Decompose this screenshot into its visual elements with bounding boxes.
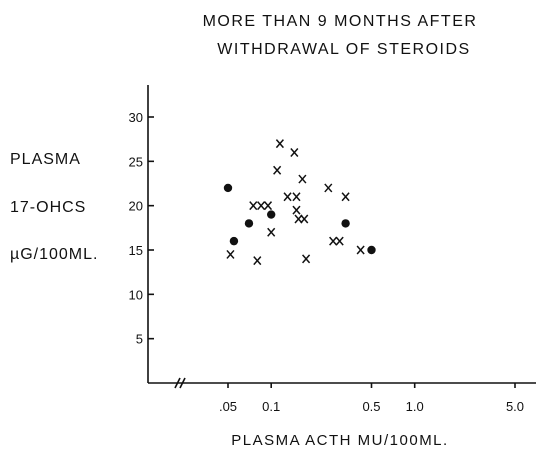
data-point-cross: [290, 147, 299, 157]
chart-title-line-2: WITHDRAWAL OF STEROIDS: [217, 41, 470, 58]
x-ticks: .05 0.1 0.5 1.0 5.0: [219, 383, 524, 414]
data-point-dot: [367, 245, 376, 255]
data-point-dot: [341, 219, 350, 228]
x-tick-label: 0.1: [262, 399, 280, 414]
data-point-cross: [300, 214, 309, 224]
data-point-cross: [263, 201, 273, 211]
y-tick-label: 5: [136, 332, 143, 347]
y-tick-label: 30: [129, 110, 143, 125]
x-tick-label: 0.5: [362, 399, 380, 414]
data-point-cross: [335, 236, 344, 246]
y-tick-label: 10: [129, 287, 143, 302]
axes: [147, 85, 536, 389]
data-point-cross: [341, 192, 350, 202]
data-point-cross: [329, 236, 338, 246]
data-point-cross: [324, 183, 333, 193]
y-tick-label: 20: [129, 199, 143, 214]
y-axis-label-line-2: 17-OHCS: [10, 199, 86, 216]
y-ticks: 5 10 15 20 25 30: [129, 110, 154, 347]
data-point-cross: [356, 245, 365, 255]
data-point-cross: [292, 192, 301, 202]
data-points: [223, 139, 376, 266]
data-point-cross: [292, 205, 301, 215]
x-axis-label: PLASMA ACTH MU/100ML.: [231, 432, 448, 449]
plot-area: 5 10 15 20 25 30 .05 0.1 0.5 1.0 5.0: [129, 85, 536, 414]
data-point-dot: [223, 183, 233, 193]
y-axis-label-line-1: PLASMA: [10, 151, 81, 168]
y-tick-label: 25: [129, 154, 143, 169]
data-point-cross: [226, 249, 235, 259]
chart-title-line-1: MORE THAN 9 MONTHS AFTER: [203, 13, 478, 30]
data-point-cross: [275, 139, 284, 149]
data-point-cross: [253, 256, 262, 266]
x-tick-label: 1.0: [406, 399, 424, 414]
data-point-dot: [229, 236, 239, 246]
x-axis-break-mark: [174, 377, 186, 389]
data-point-dot: [244, 219, 254, 228]
data-point-dot: [266, 210, 276, 219]
data-point-cross: [257, 201, 266, 211]
data-point-cross: [249, 201, 258, 211]
data-point-cross: [273, 165, 282, 175]
y-axis-label-line-3: µG/100ML.: [10, 246, 98, 263]
data-point-cross: [267, 227, 276, 237]
data-point-cross: [294, 214, 303, 224]
x-tick-label: .05: [219, 399, 237, 414]
data-point-cross: [298, 174, 307, 184]
x-tick-label: 5.0: [506, 399, 524, 414]
y-tick-label: 15: [129, 243, 143, 258]
data-point-cross: [302, 254, 311, 264]
data-point-cross: [283, 192, 292, 202]
